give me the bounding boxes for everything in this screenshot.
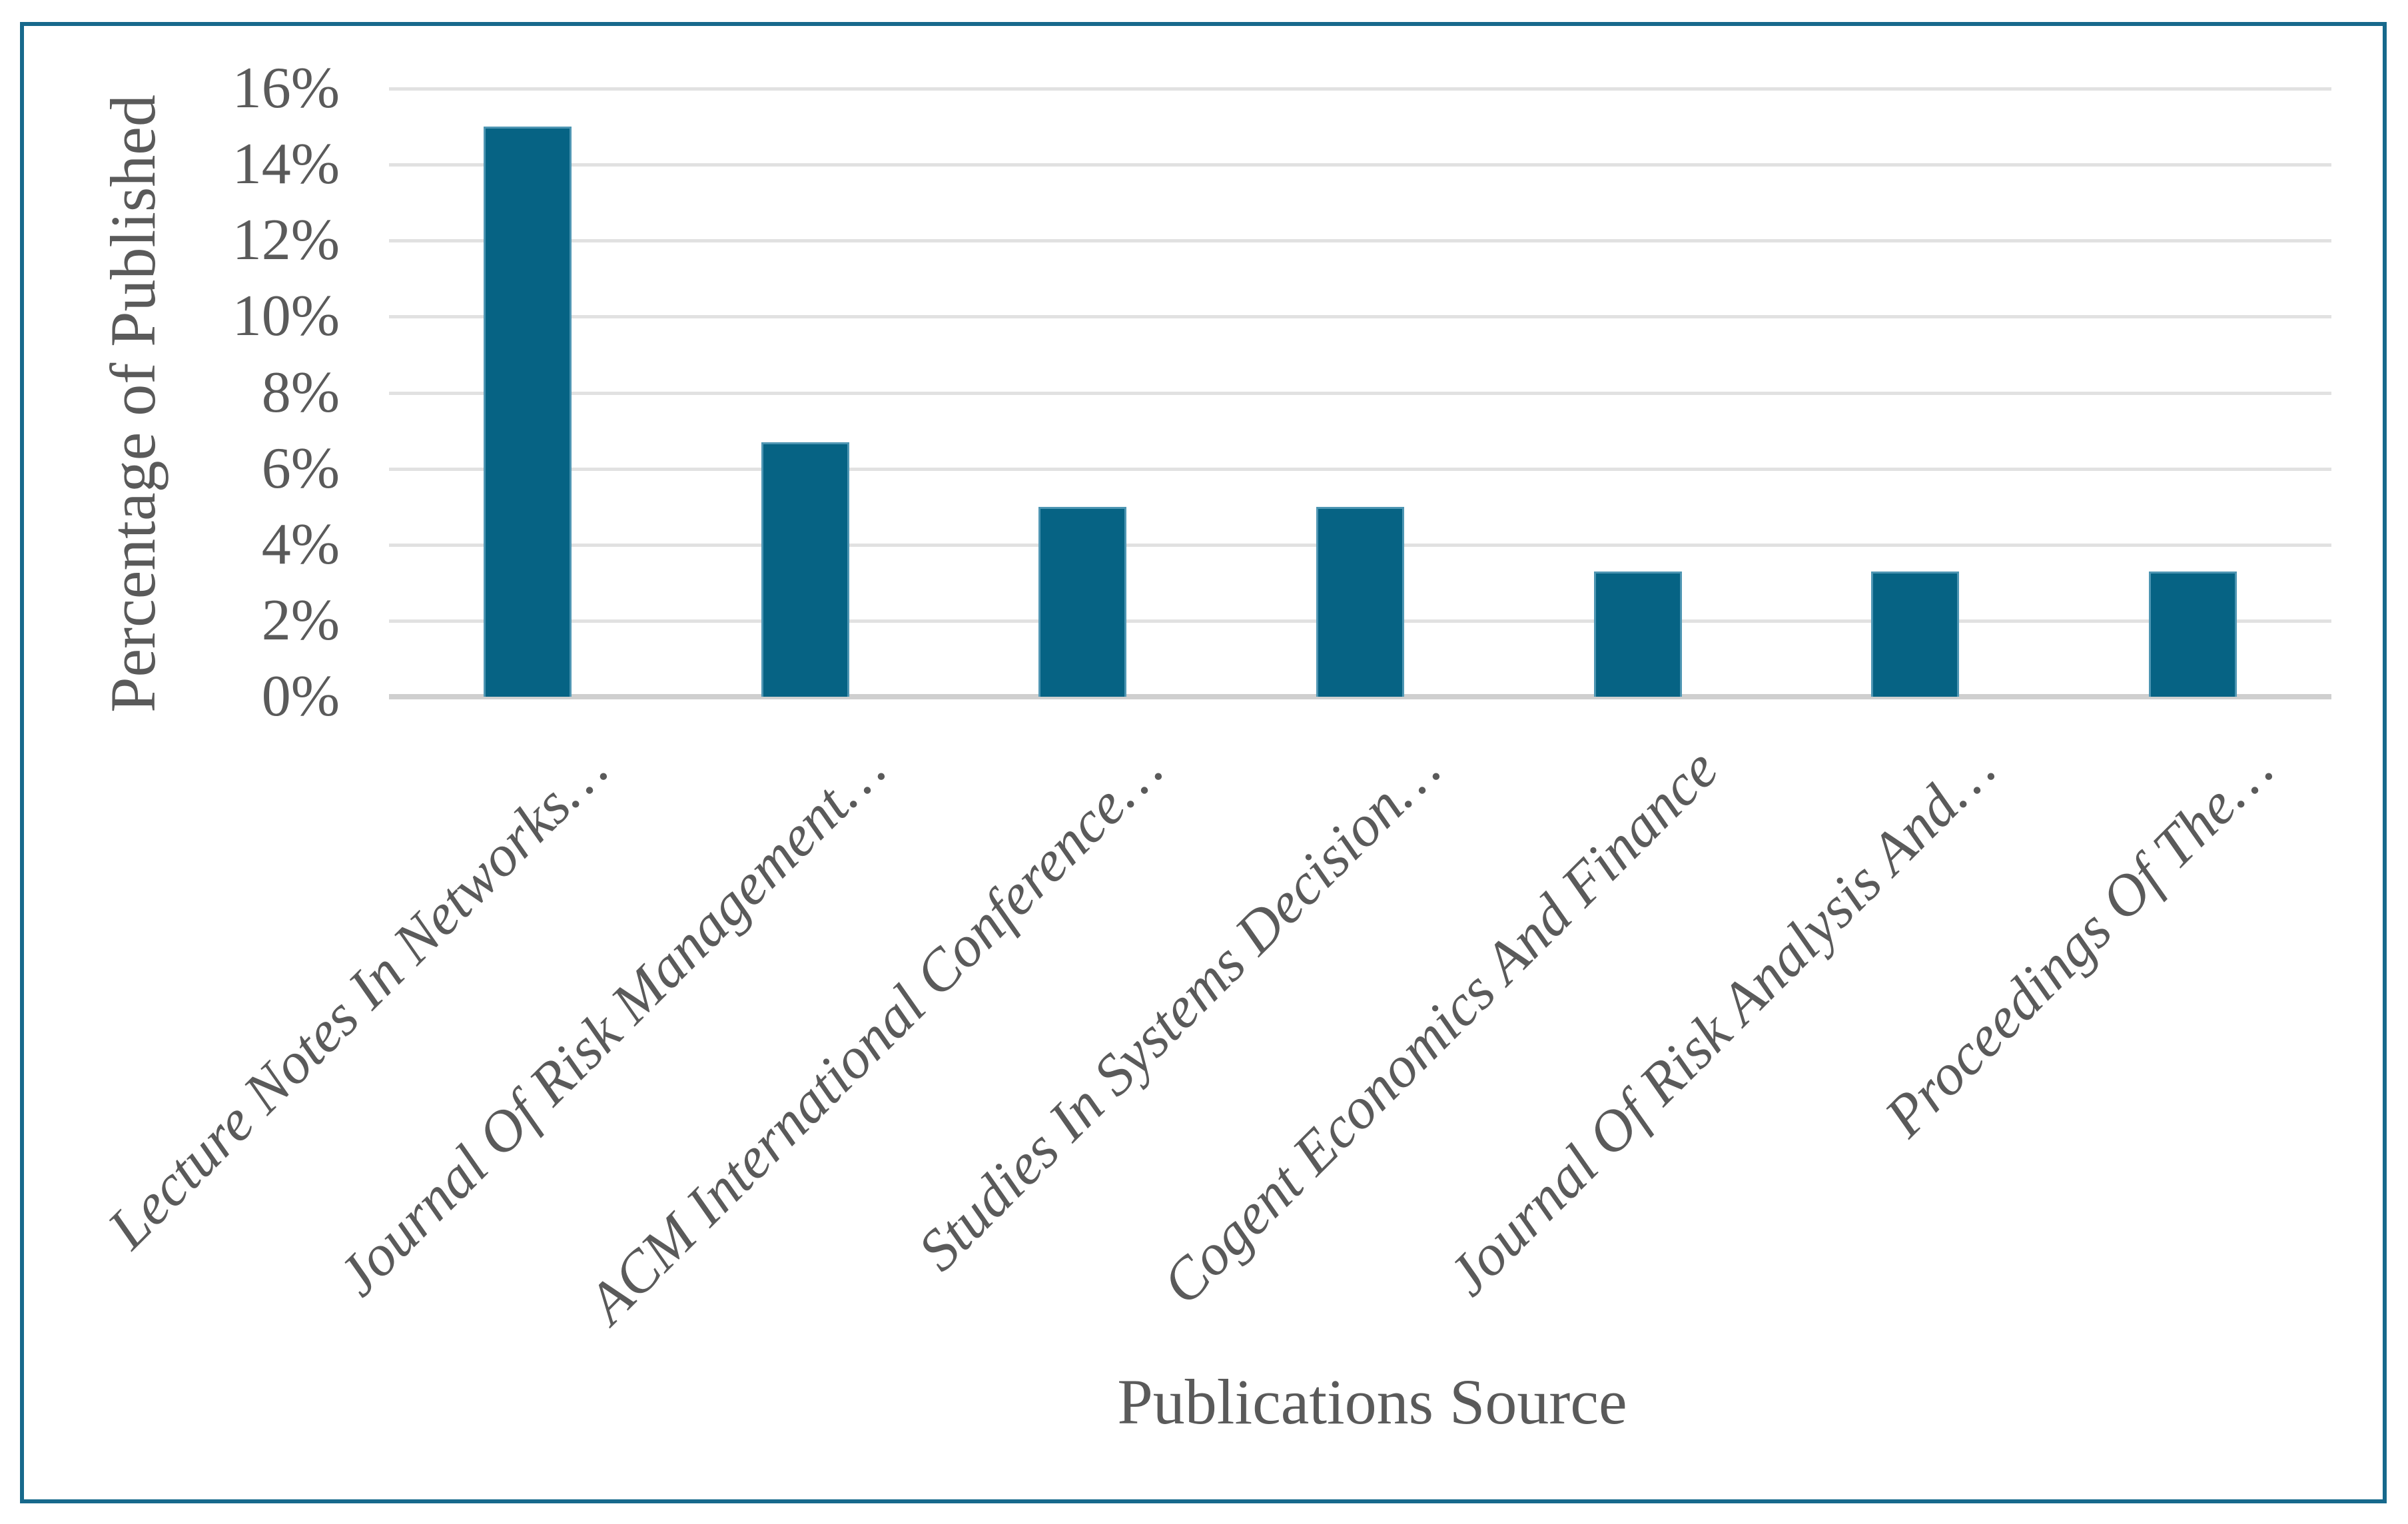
chart-bar	[1316, 506, 1404, 697]
y-tick-label: 10%	[232, 284, 340, 349]
y-gridline	[389, 87, 2331, 91]
y-gridline	[389, 239, 2331, 243]
chart-bar	[2148, 571, 2237, 697]
chart-bar	[1593, 571, 1682, 697]
y-tick-label: 12%	[232, 208, 340, 273]
y-tick-label: 14%	[232, 132, 340, 197]
y-gridline	[389, 163, 2331, 167]
y-gridline	[389, 315, 2331, 319]
y-gridline	[389, 391, 2331, 395]
y-tick-label: 4%	[261, 512, 340, 577]
chart-border-frame	[20, 22, 2387, 1503]
x-axis-title: Publications Source	[1117, 1366, 1627, 1437]
y-gridline	[389, 467, 2331, 471]
y-tick-label: 16%	[232, 56, 340, 121]
x-axis-line	[389, 694, 2331, 699]
y-tick-label: 2%	[261, 587, 340, 653]
chart-bar	[761, 442, 849, 697]
y-tick-label: 0%	[261, 664, 340, 729]
chart-bar	[1038, 506, 1127, 697]
chart-bar	[484, 127, 572, 697]
chart-bar	[1871, 571, 1960, 697]
y-tick-label: 8%	[261, 360, 340, 425]
y-tick-label: 6%	[261, 436, 340, 501]
